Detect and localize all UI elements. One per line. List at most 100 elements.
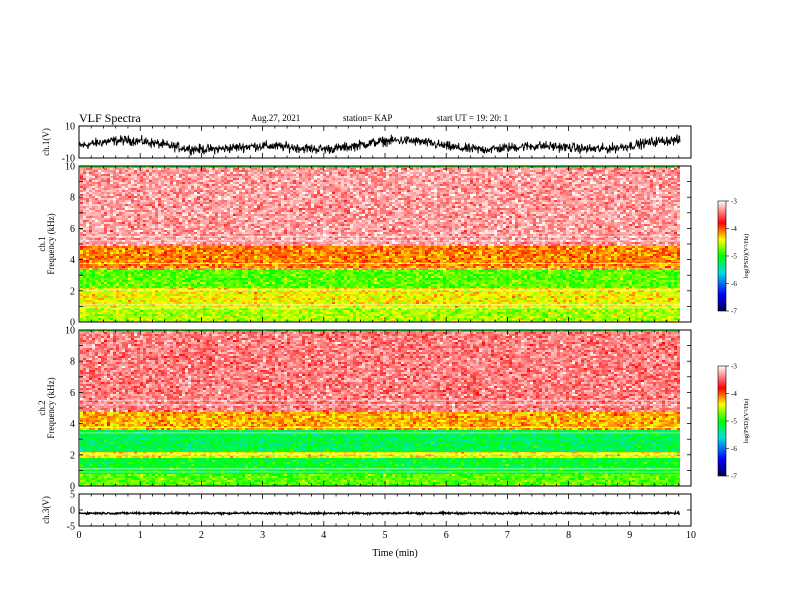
spectrogram-cell <box>122 194 125 196</box>
spectrogram-cell <box>635 168 638 170</box>
spectrogram-cell <box>176 210 179 212</box>
spectrogram-cell <box>344 198 347 200</box>
spectrogram-cell <box>641 170 644 172</box>
spectrogram-cell <box>422 194 425 196</box>
spectrogram-cell <box>134 212 137 214</box>
spectrogram-cell <box>455 210 458 212</box>
spectrogram-cell <box>383 172 386 174</box>
spectrogram-cell <box>146 192 149 194</box>
spectrogram-cell <box>200 186 203 188</box>
spectrogram-cell <box>428 196 431 198</box>
spectrogram-cell <box>98 182 101 184</box>
spectrogram-cell <box>476 206 479 208</box>
spectrogram-cell <box>443 202 446 204</box>
spectrogram-cell <box>185 196 188 198</box>
spectrogram-cell <box>518 196 521 198</box>
spectrogram-cell <box>401 170 404 172</box>
spectrogram-cell <box>626 178 629 180</box>
spectrogram-cell <box>128 214 131 216</box>
spectrogram-cell <box>608 186 611 188</box>
spectrogram-cell <box>662 184 665 186</box>
spectrogram-cell <box>263 204 266 206</box>
spectrogram-cell <box>587 202 590 204</box>
spectrogram-cell <box>656 204 659 206</box>
spectrogram-cell <box>101 170 104 172</box>
spectrogram-cell <box>281 208 284 210</box>
spectrogram-cell <box>377 206 380 208</box>
spectrogram-cell <box>446 186 449 188</box>
spectrogram-cell <box>179 212 182 214</box>
spectrogram-cell <box>260 182 263 184</box>
spectrogram-cell <box>272 202 275 204</box>
spectrogram-cell <box>374 210 377 212</box>
spectrogram-cell <box>611 182 614 184</box>
spectrogram-cell <box>200 176 203 178</box>
spectrogram-cell <box>611 180 614 182</box>
spectrogram-cell <box>143 200 146 202</box>
spectrogram-cell <box>476 200 479 202</box>
spectrogram-cell <box>191 204 194 206</box>
spectrogram-cell <box>335 204 338 206</box>
spectrogram-cell <box>617 196 620 198</box>
spectrogram-cell <box>92 208 95 210</box>
spectrogram-cell <box>377 182 380 184</box>
spectrogram-cell <box>326 208 329 210</box>
spectrogram-cell <box>239 176 242 178</box>
spectrogram-cell <box>500 190 503 192</box>
spectrogram-cell <box>218 176 221 178</box>
spectrogram-cell <box>569 176 572 178</box>
spectrogram-cell <box>356 192 359 194</box>
spectrogram-cell <box>254 210 257 212</box>
spectrogram-cell <box>461 168 464 170</box>
spectrogram-cell <box>158 214 161 216</box>
spectrogram-cell <box>191 208 194 210</box>
spectrogram-cell <box>272 172 275 174</box>
spectrogram-cell <box>440 204 443 206</box>
spectrogram-cell <box>608 208 611 210</box>
spectrogram-cell <box>245 206 248 208</box>
spectrogram-cell <box>320 188 323 190</box>
spectrogram-cell <box>203 196 206 198</box>
spectrogram-cell <box>551 212 554 214</box>
spectrogram-cell <box>317 178 320 180</box>
spectrogram-cell <box>563 178 566 180</box>
spectrogram-cell <box>617 188 620 190</box>
spectrogram-cell <box>347 202 350 204</box>
spectrogram-cell <box>356 200 359 202</box>
spectrogram-cell <box>302 202 305 204</box>
spectrogram-cell <box>215 210 218 212</box>
spectrogram-cell <box>632 174 635 176</box>
spectrogram-cell <box>434 168 437 170</box>
spectrogram-cell <box>317 208 320 210</box>
spectrogram-cell <box>521 196 524 198</box>
spectrogram-cell <box>509 210 512 212</box>
spectrogram-cell <box>407 172 410 174</box>
spectrogram-cell <box>272 170 275 172</box>
spectrogram-cell <box>503 178 506 180</box>
spectrogram-cell <box>323 176 326 178</box>
spectrogram-cell <box>305 192 308 194</box>
spectrogram-cell <box>632 204 635 206</box>
spectrogram-cell <box>539 170 542 172</box>
spectrogram-cell <box>527 210 530 212</box>
spectrogram-cell <box>332 176 335 178</box>
spectrogram-cell <box>353 192 356 194</box>
spectrogram-cell <box>314 208 317 210</box>
spectrogram-cell <box>113 184 116 186</box>
spectrogram-cell <box>263 196 266 198</box>
spectrogram-cell <box>488 182 491 184</box>
spectrogram-cell <box>620 176 623 178</box>
spectrogram-cell <box>236 212 239 214</box>
spectrogram-cell <box>428 208 431 210</box>
spectrogram-cell <box>656 190 659 192</box>
spectrogram-cell <box>236 182 239 184</box>
spectrogram-cell <box>308 178 311 180</box>
spectrogram-cell <box>572 196 575 198</box>
spectrogram-cell <box>188 196 191 198</box>
spectrogram-cell <box>659 194 662 196</box>
spectrogram-cell <box>422 196 425 198</box>
spectrogram-cell <box>179 198 182 200</box>
spectrogram-cell <box>83 208 86 210</box>
spectrogram-cell <box>596 200 599 202</box>
spectrogram-cell <box>392 174 395 176</box>
